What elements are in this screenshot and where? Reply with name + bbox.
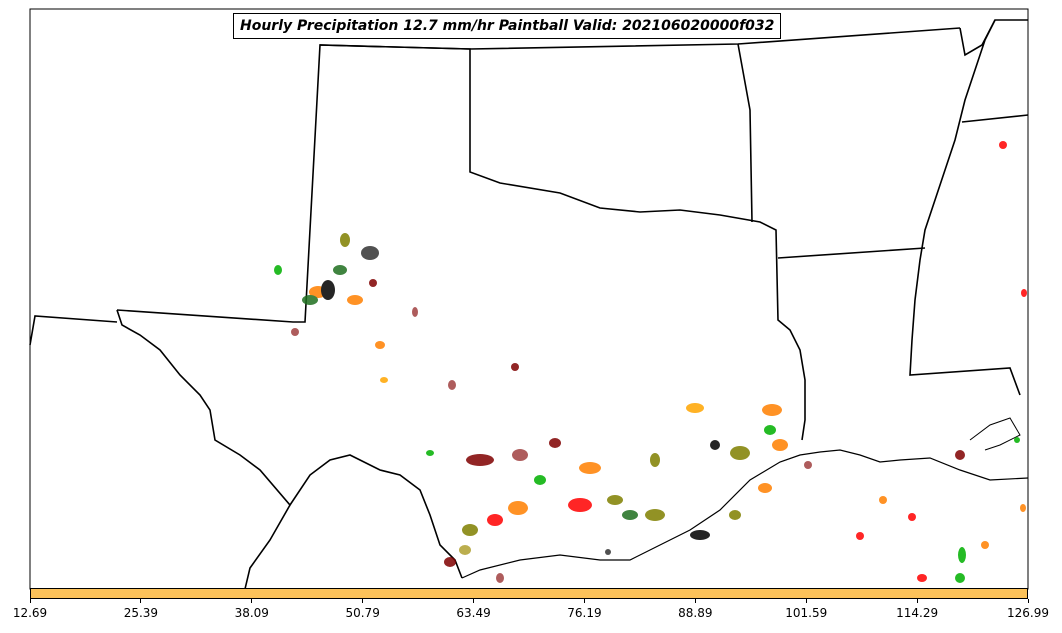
precip-blob: [340, 233, 350, 247]
colorbar: [30, 588, 1028, 599]
precip-blob: [579, 462, 601, 474]
precip-blob: [758, 483, 772, 493]
colorbar-tick: [29, 599, 31, 603]
colorbar-tick: [694, 599, 696, 603]
precip-blob: [650, 453, 660, 467]
precip-blob: [274, 265, 282, 275]
colorbar-tick-label: 76.19: [567, 606, 602, 620]
precip-blob: [917, 574, 927, 582]
colorbar-tick-label: 88.89: [678, 606, 713, 620]
precip-blob: [508, 501, 528, 515]
precip-blob: [981, 541, 989, 549]
colorbar-tick-label: 63.49: [456, 606, 491, 620]
precip-blob: [605, 549, 611, 555]
colorbar-tick: [805, 599, 807, 603]
precip-blob: [487, 514, 503, 526]
precip-blob: [549, 438, 561, 448]
precip-blob: [496, 573, 504, 583]
colorbar-tick-label: 50.79: [345, 606, 380, 620]
precip-blob: [686, 403, 704, 413]
colorbar-tick-label: 126.99: [1007, 606, 1049, 620]
precip-blob: [462, 524, 478, 536]
precip-blob: [333, 265, 347, 275]
precip-blob: [426, 450, 434, 456]
colorbar-tick-label: 114.29: [896, 606, 939, 620]
precip-blob: [690, 530, 710, 540]
new-mexico-border: [29, 315, 118, 346]
precip-blob: [999, 141, 1007, 149]
colorbar-tick: [362, 599, 364, 603]
colorbar-tick: [140, 599, 142, 603]
precip-blob: [1014, 437, 1020, 443]
precip-blob: [772, 439, 788, 451]
precip-blob: [762, 404, 782, 416]
precip-blob: [291, 328, 299, 336]
colorbar-tick-label: 101.59: [785, 606, 828, 620]
colorbar-tick-label: 12.69: [12, 606, 48, 620]
mississippi-river: [909, 19, 1021, 396]
precip-blob: [645, 509, 665, 521]
precip-blob: [369, 279, 377, 287]
colorbar-tick: [251, 599, 253, 603]
precip-blob: [804, 461, 812, 469]
precip-blob: [568, 498, 592, 512]
state-borders: [29, 19, 1029, 590]
colorbar-tick: [473, 599, 475, 603]
precip-blob: [607, 495, 623, 505]
colorbar-tick: [916, 599, 918, 603]
precip-blob: [380, 377, 388, 383]
precip-blob: [347, 295, 363, 305]
oklahoma-east: [737, 43, 753, 223]
colorbar-tick-label: 25.39: [123, 606, 159, 620]
precip-blob: [511, 363, 519, 371]
oklahoma-kansas-border: [319, 27, 961, 50]
precip-blob: [412, 307, 418, 317]
precip-blob: [856, 532, 864, 540]
precip-blob: [321, 280, 335, 300]
precip-blob: [466, 454, 494, 466]
precip-blob: [375, 341, 385, 349]
precip-blob: [1021, 289, 1027, 297]
precip-blob: [764, 425, 776, 435]
precip-blob: [302, 295, 318, 305]
precip-blob: [958, 547, 966, 563]
precip-blob: [908, 513, 916, 521]
arkansas-north: [959, 19, 1028, 57]
precip-blob: [955, 573, 965, 583]
precip-blob: [879, 496, 887, 504]
louisiana-delta: [969, 417, 1021, 451]
precip-blob: [622, 510, 638, 520]
map-title: Hourly Precipitation 12.7 mm/hr Paintbal…: [233, 13, 782, 39]
precip-blob: [710, 440, 720, 450]
precip-blob: [955, 450, 965, 460]
colorbar-tick: [1027, 599, 1029, 603]
precip-blob: [534, 475, 546, 485]
precip-blob: [512, 449, 528, 461]
precip-blob: [729, 510, 741, 520]
colorbar-tick-label: 38.09: [234, 606, 269, 620]
new-mexico-south: [244, 504, 291, 590]
precip-blob: [361, 246, 379, 260]
precip-blob: [1020, 504, 1026, 512]
precipitation-blobs: [274, 141, 1027, 583]
colorbar-tick: [583, 599, 585, 603]
tennessee-border: [961, 114, 1029, 123]
map-frame: [29, 8, 1029, 590]
arkansas-border: [777, 247, 926, 259]
precip-blob: [444, 557, 456, 567]
gulf-coastline: [461, 449, 1029, 579]
precip-blob: [448, 380, 456, 390]
precip-blob: [730, 446, 750, 460]
precip-blob: [459, 545, 471, 555]
